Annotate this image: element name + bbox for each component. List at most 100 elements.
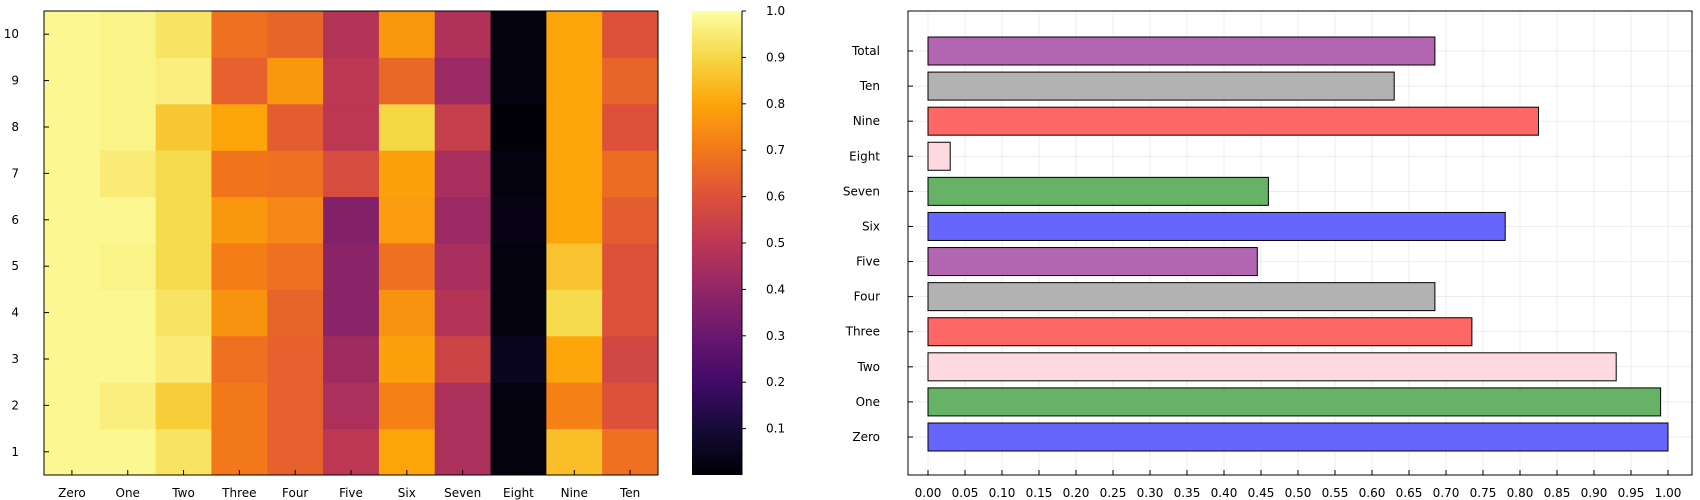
heatmap-x-tick-label: Zero — [58, 486, 86, 500]
heatmap-cell — [602, 289, 659, 337]
heatmap-cell — [602, 103, 659, 151]
heatmap-cell — [155, 428, 212, 476]
heatmap-y-tick-label: 10 — [4, 27, 19, 41]
heatmap-cell — [99, 103, 157, 151]
heatmap-cell — [602, 335, 659, 383]
bar-x-tick-label: 0.65 — [1396, 486, 1423, 500]
heatmap-cell — [211, 289, 268, 337]
bar-x-tick-label: 0.30 — [1137, 486, 1164, 500]
heatmap-x-tick-label: Ten — [619, 486, 640, 500]
heatmap-x-tick-label: Two — [171, 486, 195, 500]
heatmap-cell — [602, 57, 659, 105]
bar-y-tick-label: Four — [854, 290, 880, 304]
colorbar-tick-label: 0.6 — [766, 190, 785, 204]
colorbar-tick-label: 0.4 — [766, 282, 785, 296]
bar-x-tick-label: 0.40 — [1211, 486, 1238, 500]
bar-x-tick-label: 0.25 — [1100, 486, 1127, 500]
colorbar-tick-label: 0.1 — [766, 422, 785, 436]
heatmap-cell — [602, 243, 659, 290]
heatmap-cell — [155, 196, 212, 244]
heatmap-cell — [211, 11, 268, 58]
heatmap-cell — [155, 382, 212, 430]
heatmap-cell — [267, 243, 324, 290]
heatmap-cell — [44, 428, 101, 476]
heatmap-cell — [323, 243, 380, 290]
heatmap-cell — [378, 428, 436, 476]
heatmap-y-tick-label: 9 — [11, 74, 19, 88]
bar-y-tick-label: Total — [851, 44, 880, 58]
bar-y-tick-label: Six — [862, 219, 880, 233]
bar-eight — [927, 141, 951, 171]
bar-y-tick-label: One — [856, 395, 880, 409]
heatmap-cell — [323, 11, 380, 58]
heatmap-cell — [155, 11, 212, 58]
heatmap-y-tick-label: 3 — [11, 352, 19, 366]
colorbar-tick-label: 0.7 — [766, 143, 785, 157]
bar-x-tick-label: 0.35 — [1174, 486, 1201, 500]
colorbar-tick-label: 0.2 — [766, 375, 785, 389]
heatmap-cell — [99, 11, 157, 58]
colorbar-tick-label: 0.5 — [766, 236, 785, 250]
bar-x-tick-label: 0.85 — [1544, 486, 1571, 500]
heatmap-x-tick-label: Three — [221, 486, 256, 500]
heatmap-cell — [99, 428, 157, 476]
heatmap-cell — [99, 243, 157, 290]
bar-x-tick-label: 1.00 — [1655, 486, 1682, 500]
heatmap-cell — [378, 196, 436, 244]
heatmap-cell — [323, 57, 380, 105]
heatmap-cell — [155, 243, 212, 290]
heatmap-cell — [490, 57, 547, 105]
heatmap-cell — [267, 196, 324, 244]
colorbar-tick-label: 0.8 — [766, 97, 785, 111]
bar-five — [927, 247, 1258, 277]
heatmap-cell — [211, 335, 268, 383]
heatmap-cell — [44, 196, 101, 244]
heatmap-x-tick-label: Seven — [444, 486, 481, 500]
heatmap-cell — [490, 196, 547, 244]
heatmap-cell — [211, 103, 268, 151]
heatmap-cell — [602, 428, 659, 476]
heatmap-cell — [44, 57, 101, 105]
bar-four — [927, 282, 1436, 312]
bar-x-tick-label: 0.00 — [915, 486, 942, 500]
heatmap-cell — [546, 103, 603, 151]
heatmap-x-tick-label: Nine — [561, 486, 588, 500]
bar-x-tick-label: 0.45 — [1248, 486, 1275, 500]
heatmap-cell — [546, 11, 603, 58]
bar-x-tick-label: 0.50 — [1285, 486, 1312, 500]
heatmap-cell — [44, 382, 101, 430]
bar-y-tick-label: Zero — [852, 430, 880, 444]
bar-two — [927, 352, 1617, 382]
heatmap-cell — [434, 243, 492, 290]
heatmap-cell — [546, 196, 603, 244]
heatmap-cell — [99, 382, 157, 430]
heatmap-cell — [490, 382, 547, 430]
heatmap-cell — [44, 103, 101, 151]
heatmap-cell — [434, 57, 492, 105]
bar-nine — [927, 106, 1539, 136]
heatmap-cell — [490, 428, 547, 476]
heatmap-cell — [44, 335, 101, 383]
heatmap-y-tick-label: 4 — [11, 306, 19, 320]
heatmap-cell — [378, 103, 436, 151]
heatmap-cell — [546, 150, 603, 198]
heatmap-cell — [155, 103, 212, 151]
heatmap-cell — [602, 150, 659, 198]
heatmap-x-tick-label: Four — [282, 486, 308, 500]
heatmap-cell — [99, 335, 157, 383]
heatmap-cell — [323, 335, 380, 383]
heatmap-cell — [602, 382, 659, 430]
heatmap-cell — [378, 243, 436, 290]
heatmap-y-tick-label: 1 — [11, 445, 19, 459]
bar-y-tick-label: Eight — [849, 149, 880, 163]
heatmap-cell — [155, 150, 212, 198]
bar-x-tick-label: 0.90 — [1581, 486, 1608, 500]
heatmap-cell — [378, 289, 436, 337]
heatmap-cell — [434, 289, 492, 337]
heatmap-cell — [44, 289, 101, 337]
bar-total — [927, 36, 1436, 66]
bar-x-tick-label: 0.60 — [1359, 486, 1386, 500]
bar-six — [927, 211, 1506, 241]
heatmap-x-tick-label: Five — [339, 486, 363, 500]
heatmap-cell — [323, 103, 380, 151]
